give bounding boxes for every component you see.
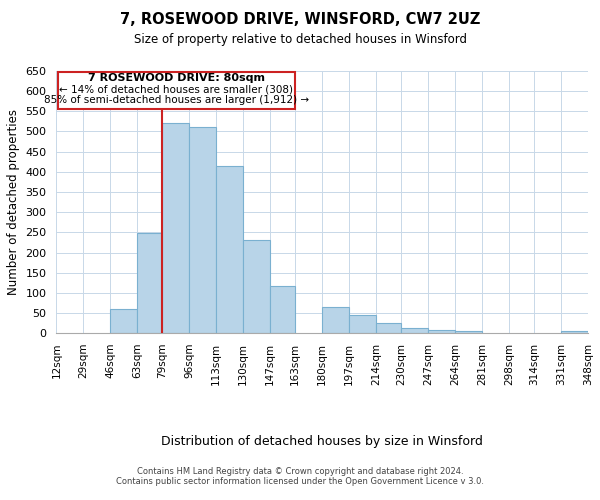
Y-axis label: Number of detached properties: Number of detached properties [7,109,20,295]
Bar [163,124,189,333]
Text: Contains HM Land Registry data © Crown copyright and database right 2024.: Contains HM Land Registry data © Crown c… [137,467,463,476]
Bar [455,331,482,333]
Text: Contains public sector information licensed under the Open Government Licence v : Contains public sector information licen… [116,477,484,486]
Bar [110,309,137,333]
Text: Size of property relative to detached houses in Winsford: Size of property relative to detached ho… [133,32,467,46]
Bar [216,166,243,333]
Bar [349,315,376,333]
Text: ← 14% of detached houses are smaller (308): ← 14% of detached houses are smaller (30… [59,84,293,94]
Text: 7, ROSEWOOD DRIVE, WINSFORD, CW7 2UZ: 7, ROSEWOOD DRIVE, WINSFORD, CW7 2UZ [120,12,480,28]
Bar [189,128,216,333]
Text: 7 ROSEWOOD DRIVE: 80sqm: 7 ROSEWOOD DRIVE: 80sqm [88,74,265,84]
X-axis label: Distribution of detached houses by size in Winsford: Distribution of detached houses by size … [161,435,483,448]
Bar [376,323,401,333]
Bar [401,328,428,333]
Bar [270,286,295,333]
Bar [243,240,270,333]
Bar [428,330,455,333]
Bar [561,331,588,333]
Text: 85% of semi-detached houses are larger (1,912) →: 85% of semi-detached houses are larger (… [44,95,309,105]
Bar [137,233,163,333]
Bar [322,307,349,333]
